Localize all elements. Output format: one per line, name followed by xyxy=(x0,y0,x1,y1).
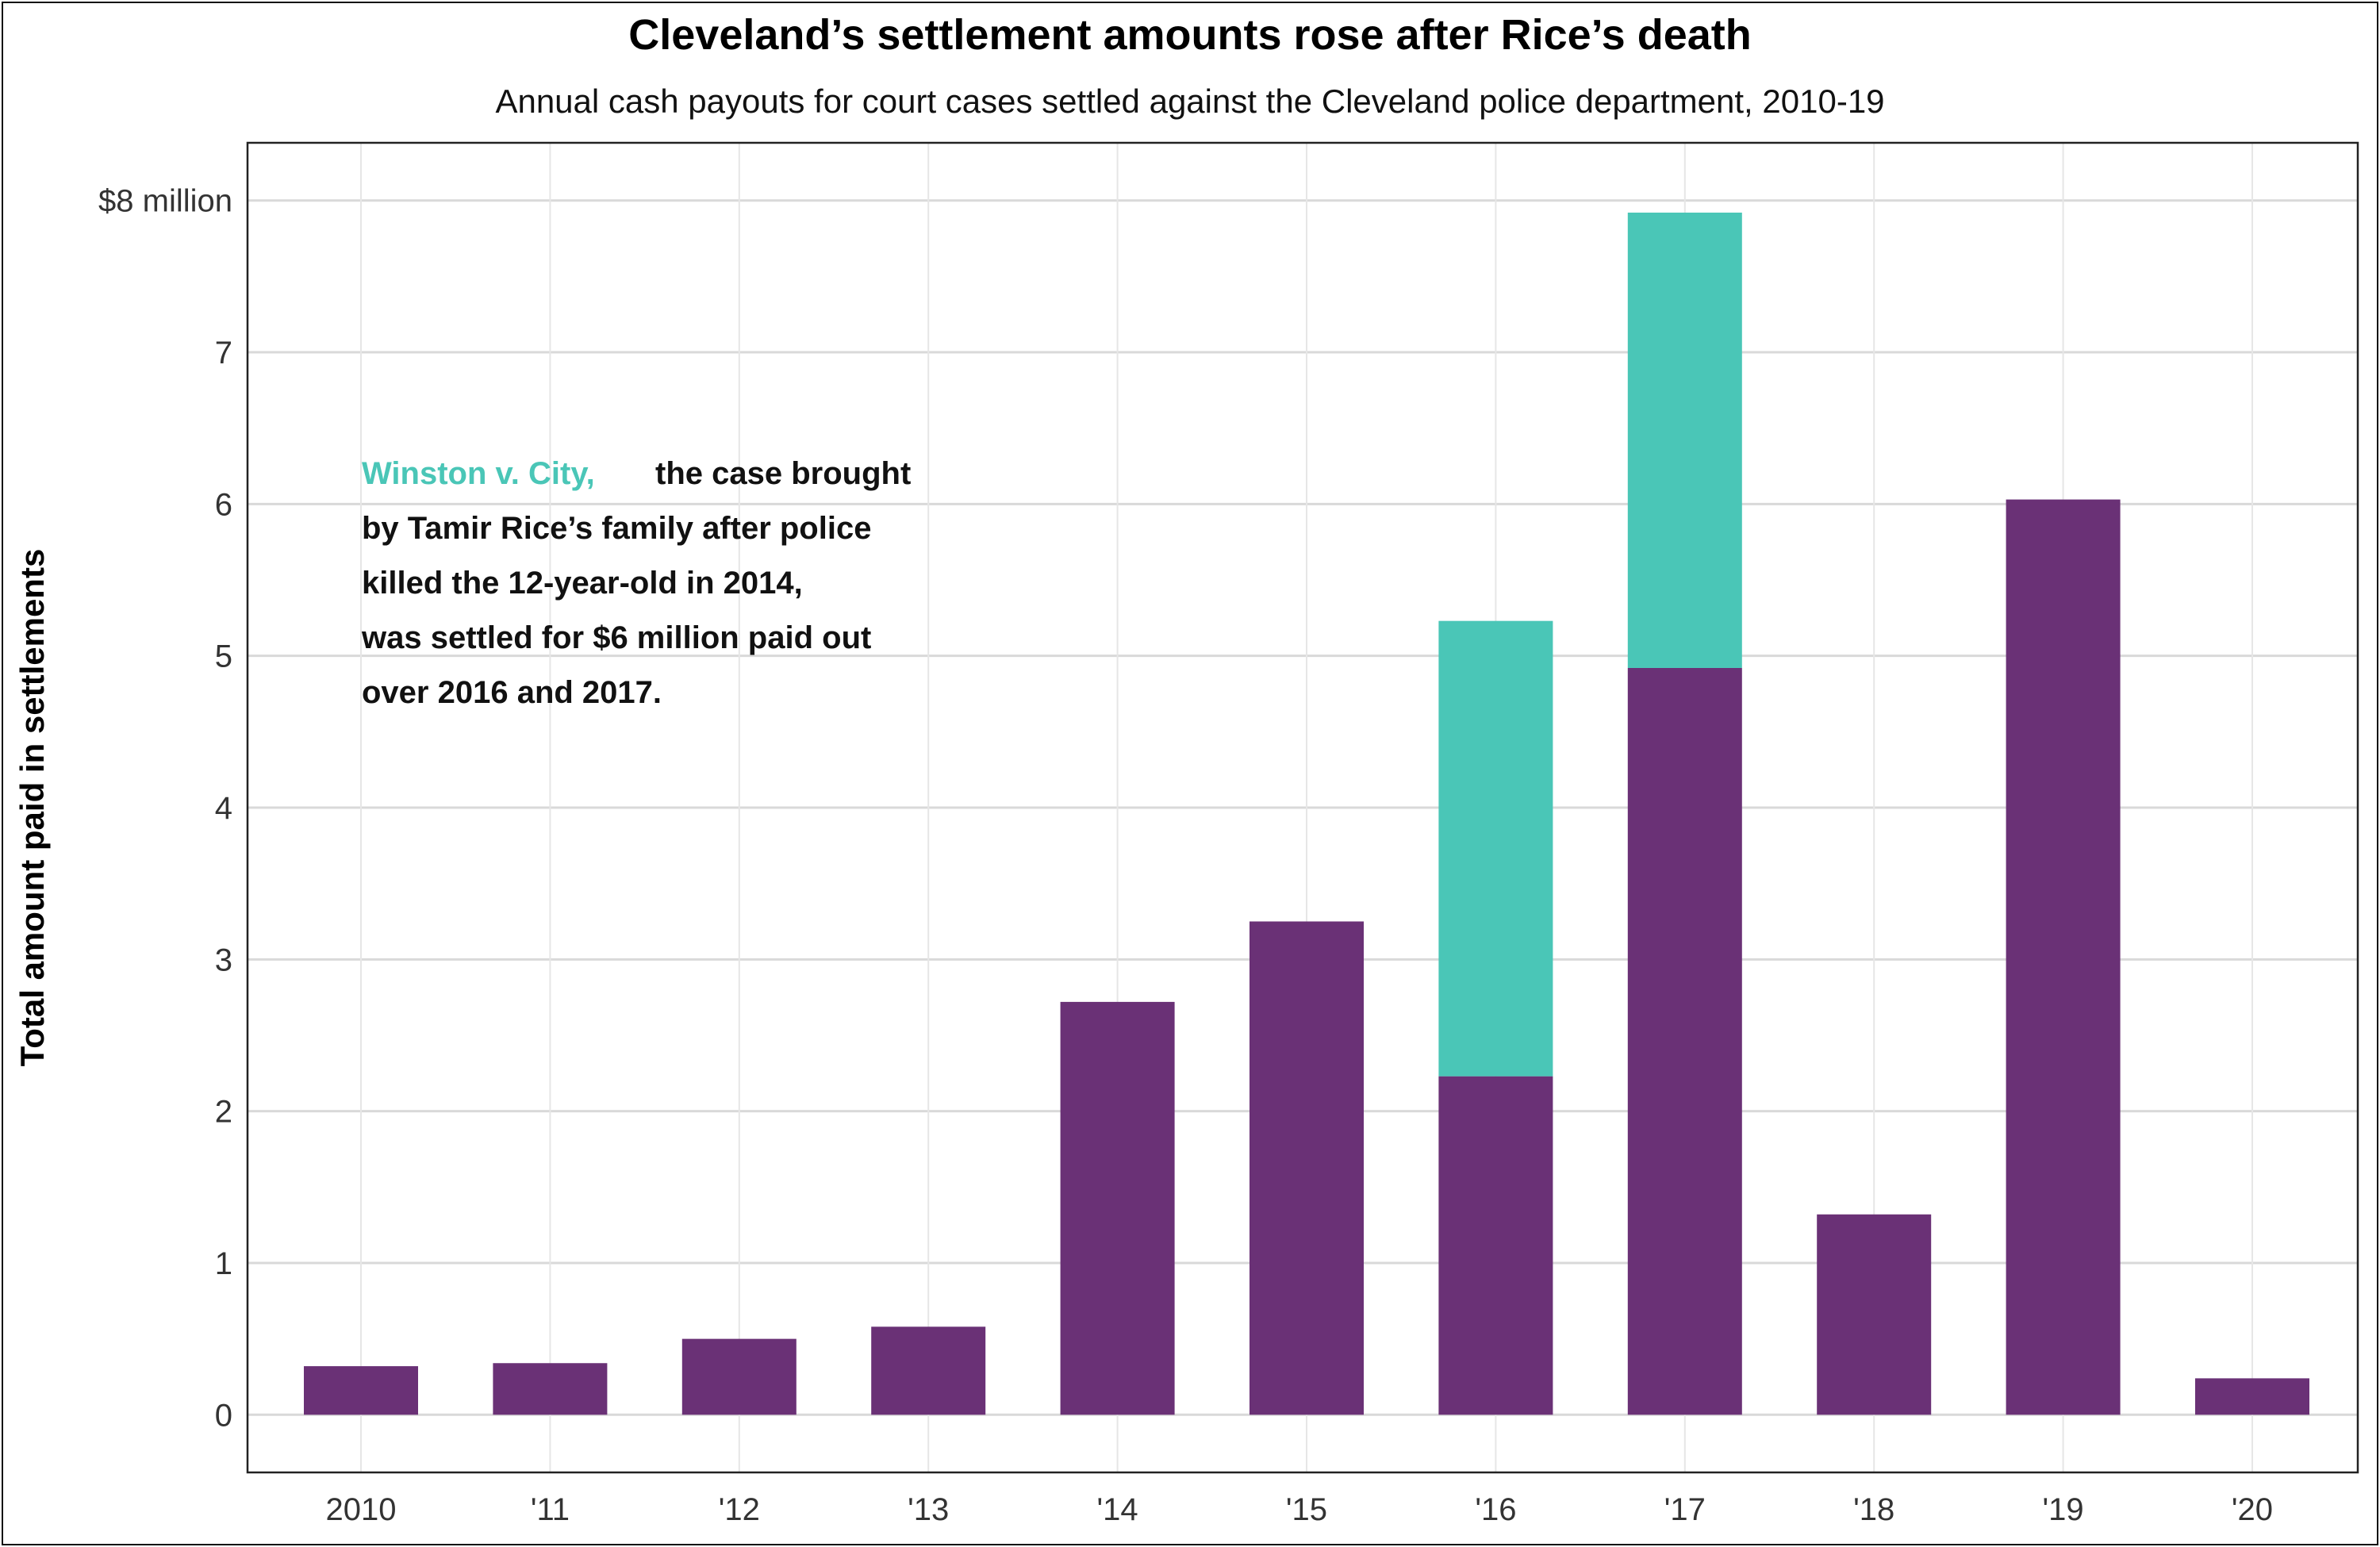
annotation: Winston v. City, the case brought by Tam… xyxy=(361,456,911,710)
annotation-line: killed the 12-year-old in 2014, xyxy=(362,566,803,601)
y-tick-label: 7 xyxy=(215,336,232,370)
x-tick-label: '19 xyxy=(2043,1492,2084,1527)
chart-title: Cleveland’s settlement amounts rose afte… xyxy=(628,11,1751,59)
plot-border xyxy=(246,141,2359,1474)
bar-segment-other xyxy=(1817,1214,1932,1415)
annotation-line: was settled for $6 million paid out xyxy=(361,620,871,655)
x-tick-label: '20 xyxy=(2232,1492,2273,1527)
x-tick-label: '15 xyxy=(1286,1492,1327,1527)
y-tick-label: 4 xyxy=(215,791,232,826)
bars xyxy=(304,213,2309,1415)
y-tick-label: 0 xyxy=(215,1398,232,1433)
x-tick-label: '13 xyxy=(908,1492,949,1527)
y-tick-label: 1 xyxy=(215,1246,232,1281)
x-tick-label: 2010 xyxy=(326,1492,397,1527)
bar-segment-other xyxy=(1060,1001,1175,1415)
x-tick-label: '12 xyxy=(719,1492,760,1527)
y-tick-label: 6 xyxy=(215,487,232,522)
y-axis-label: Total amount paid in settlements xyxy=(13,549,51,1067)
bar-segment-other xyxy=(871,1326,986,1415)
y-tick-label: $8 million xyxy=(98,184,232,219)
annotation-highlight: Winston v. City, xyxy=(362,456,595,491)
bar-segment-other xyxy=(304,1366,418,1415)
bar-segment-other xyxy=(1250,921,1364,1415)
annotation-line: the case brought xyxy=(655,456,911,491)
bar-segment-other xyxy=(1438,1076,1553,1415)
x-tick-label: '11 xyxy=(531,1492,570,1527)
annotation-line: over 2016 and 2017. xyxy=(362,675,662,710)
bar-segment-other xyxy=(2006,499,2121,1415)
y-tick-label: 5 xyxy=(215,639,232,674)
bar-segment-other xyxy=(2195,1378,2309,1415)
x-tick-labels: 2010 '11 '12 '13 '14 '15 '16 '17 '18 '19 '20 xyxy=(326,1492,2274,1527)
x-tick-label: '16 xyxy=(1475,1492,1516,1527)
y-tick-label: 3 xyxy=(215,942,232,977)
bar-segment-other xyxy=(493,1363,608,1415)
bar-segment-other xyxy=(1627,667,1742,1415)
y-tick-label: 2 xyxy=(215,1095,232,1130)
bar-segment-other xyxy=(681,1338,797,1415)
annotation-line: by Tamir Rice’s family after police xyxy=(362,511,871,546)
chart-subtitle: Annual cash payouts for court cases sett… xyxy=(495,83,1884,120)
y-tick-labels: 0 1 2 3 4 5 6 7 $8 million xyxy=(98,184,232,1434)
bar-segment-winston xyxy=(1627,213,1742,668)
x-tick-label: '18 xyxy=(1853,1492,1894,1527)
bar-segment-winston xyxy=(1438,620,1553,1077)
x-tick-label: '14 xyxy=(1097,1492,1138,1527)
x-tick-label: '17 xyxy=(1664,1492,1706,1527)
